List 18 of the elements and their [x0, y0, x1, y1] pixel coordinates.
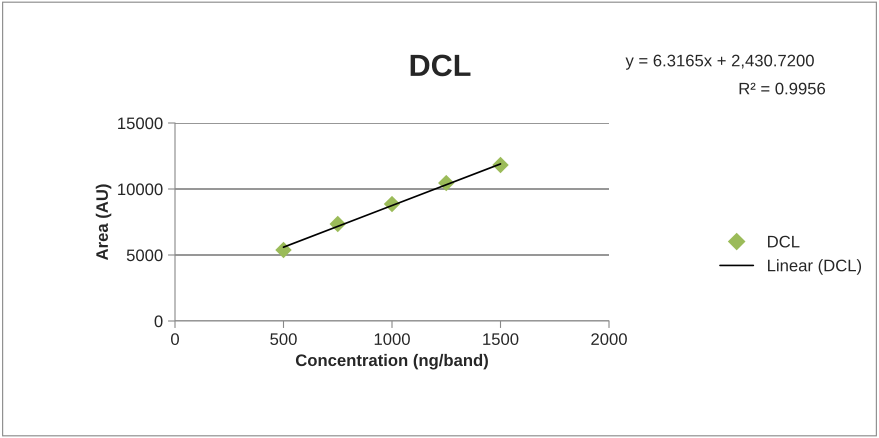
x-tick-label: 2000 [591, 333, 627, 346]
x-tick-label: 1000 [374, 333, 410, 346]
text: R² = 0.9956 [740, 82, 826, 94]
legend-label: Linear (DCL) [768, 259, 862, 275]
x-axis-title: Concentration (ng/band) [296, 354, 488, 370]
y-tick-label: 15000 [118, 117, 163, 130]
point [275, 242, 292, 258]
y-tick-label: 10000 [118, 183, 163, 196]
y-tick-label: 5000 [126, 249, 163, 262]
y-axis-title: Area (AU) [96, 184, 112, 260]
x-tick-label: 500 [270, 333, 297, 346]
x-tick-label: 0 [171, 333, 179, 346]
legend-label: DCL [768, 236, 800, 248]
x-tick-label: 1500 [483, 333, 518, 346]
chart-title: DCL [410, 54, 470, 76]
text: y = 6.3165x + 2,430.7200 [626, 54, 814, 70]
point [492, 156, 509, 174]
y-tick-label: 0 [154, 315, 163, 328]
